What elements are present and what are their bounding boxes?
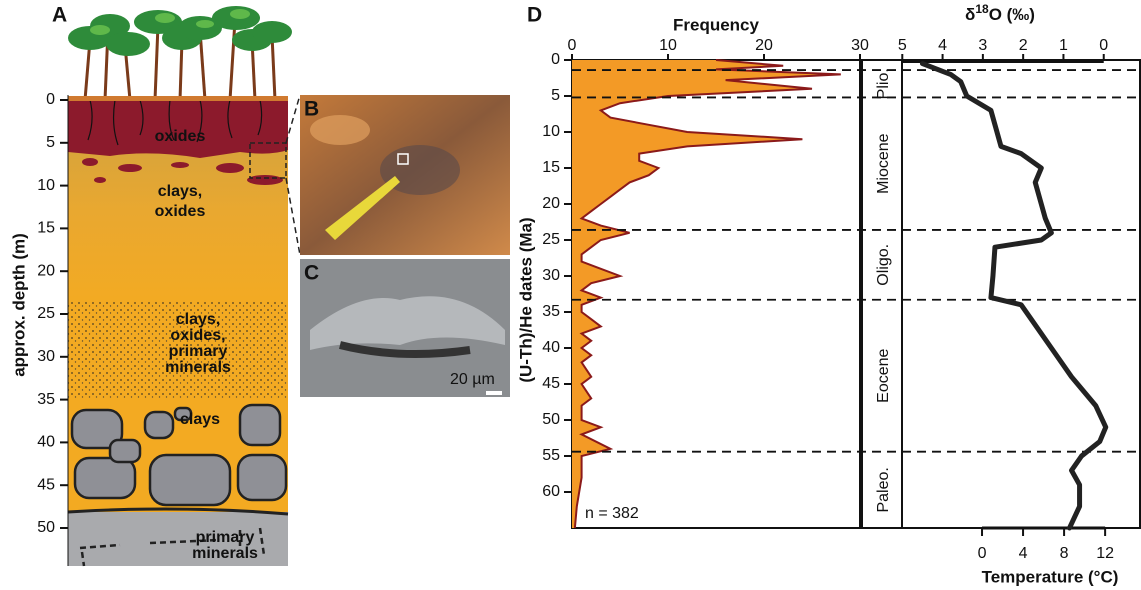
x-tick-label: 1 bbox=[1059, 37, 1068, 54]
x-tick-label: 4 bbox=[938, 37, 947, 54]
y-tick-label: 0 bbox=[46, 91, 55, 108]
layer-label: clays, bbox=[158, 183, 202, 200]
y-tick-label: 50 bbox=[37, 519, 55, 536]
panel-label: B bbox=[304, 98, 319, 121]
soil-profile bbox=[68, 6, 300, 566]
x-axis-label-part: 18 bbox=[975, 2, 989, 16]
layer-label: oxides bbox=[155, 128, 206, 145]
y-tick-label: 55 bbox=[542, 447, 560, 464]
x-tick-label: 0 bbox=[1099, 37, 1108, 54]
y-tick-label: 35 bbox=[542, 303, 560, 320]
scale-label: 20 µm bbox=[450, 371, 495, 388]
y-tick-label: 30 bbox=[37, 348, 55, 365]
clay-layer bbox=[68, 150, 288, 305]
y-tick-label: 45 bbox=[37, 476, 55, 493]
y-tick-label: 40 bbox=[542, 339, 560, 356]
y-tick-label: 15 bbox=[542, 159, 560, 176]
page: { "panel_a": {"label": "A", "y_label": "… bbox=[0, 0, 1141, 590]
epoch-label: Eocene bbox=[875, 348, 892, 402]
y-tick-label: 10 bbox=[542, 123, 560, 140]
panel-label: C bbox=[304, 262, 319, 285]
y-tick-label: 45 bbox=[542, 375, 560, 392]
forest bbox=[68, 6, 292, 101]
y-axis-label: approx. depth (m) bbox=[9, 233, 28, 377]
layer-label: oxides bbox=[155, 203, 206, 220]
epoch-label: Plio. bbox=[875, 68, 892, 99]
y-tick-label: 10 bbox=[37, 177, 55, 194]
annotation: n = 382 bbox=[585, 505, 639, 522]
isotope-frame bbox=[862, 60, 1140, 528]
x-axis-label-part: δ bbox=[965, 5, 975, 24]
y-tick-label: 5 bbox=[46, 134, 55, 151]
x-tick-label: 20 bbox=[755, 37, 773, 54]
epoch-label: Miocene bbox=[875, 133, 892, 194]
isotope-line bbox=[922, 64, 1105, 528]
x2-tick-label: 0 bbox=[978, 545, 987, 562]
y-tick-label: 20 bbox=[542, 195, 560, 212]
x-tick-label: 10 bbox=[659, 37, 677, 54]
x-axis-label: Frequency bbox=[673, 15, 760, 34]
layer-label: minerals bbox=[192, 545, 258, 562]
x-tick-label: 0 bbox=[568, 37, 577, 54]
figure: A05101520253035404550approx. depth (m)ox… bbox=[0, 0, 1141, 590]
y-tick-label: 20 bbox=[37, 262, 55, 279]
y-tick-label: 0 bbox=[551, 51, 560, 68]
layer-label: clays, bbox=[176, 311, 220, 328]
y-tick-label: 25 bbox=[542, 231, 560, 248]
layer-label: minerals bbox=[165, 359, 231, 376]
epoch-label: Oligo. bbox=[875, 244, 892, 286]
x-axis-label-part: O (‰) bbox=[989, 5, 1035, 24]
layer-label: primary bbox=[196, 529, 255, 546]
x2-tick-label: 12 bbox=[1096, 545, 1114, 562]
panel-label: A bbox=[52, 4, 67, 27]
y-tick-label: 15 bbox=[37, 220, 55, 237]
x-tick-label: 3 bbox=[978, 37, 987, 54]
zoom-lines bbox=[286, 95, 300, 255]
layer-label: clays bbox=[180, 411, 220, 428]
y-axis-label: (U-Th)/He dates (Ma) bbox=[516, 217, 535, 382]
frequency-area bbox=[572, 60, 841, 528]
x-axis-label: δ18O (‰) bbox=[965, 2, 1035, 24]
x2-axis-label: Temperature (°C) bbox=[982, 567, 1119, 586]
x2-tick-label: 8 bbox=[1060, 545, 1069, 562]
y-tick-label: 25 bbox=[37, 305, 55, 322]
photo-b bbox=[300, 95, 510, 255]
y-tick-label: 5 bbox=[551, 87, 560, 104]
y-tick-label: 35 bbox=[37, 391, 55, 408]
layer-label: oxides, bbox=[170, 327, 225, 344]
x-tick-label: 30 bbox=[851, 37, 869, 54]
epoch-label: Paleo. bbox=[875, 467, 892, 512]
y-tick-label: 50 bbox=[542, 411, 560, 428]
x-tick-label: 2 bbox=[1019, 37, 1028, 54]
x-tick-label: 5 bbox=[898, 37, 907, 54]
panel-label: D bbox=[527, 4, 542, 27]
x2-tick-label: 4 bbox=[1019, 545, 1028, 562]
layer-label: primary bbox=[169, 343, 228, 360]
y-tick-label: 30 bbox=[542, 267, 560, 284]
y-tick-label: 40 bbox=[37, 434, 55, 451]
y-tick-label: 60 bbox=[542, 483, 560, 500]
